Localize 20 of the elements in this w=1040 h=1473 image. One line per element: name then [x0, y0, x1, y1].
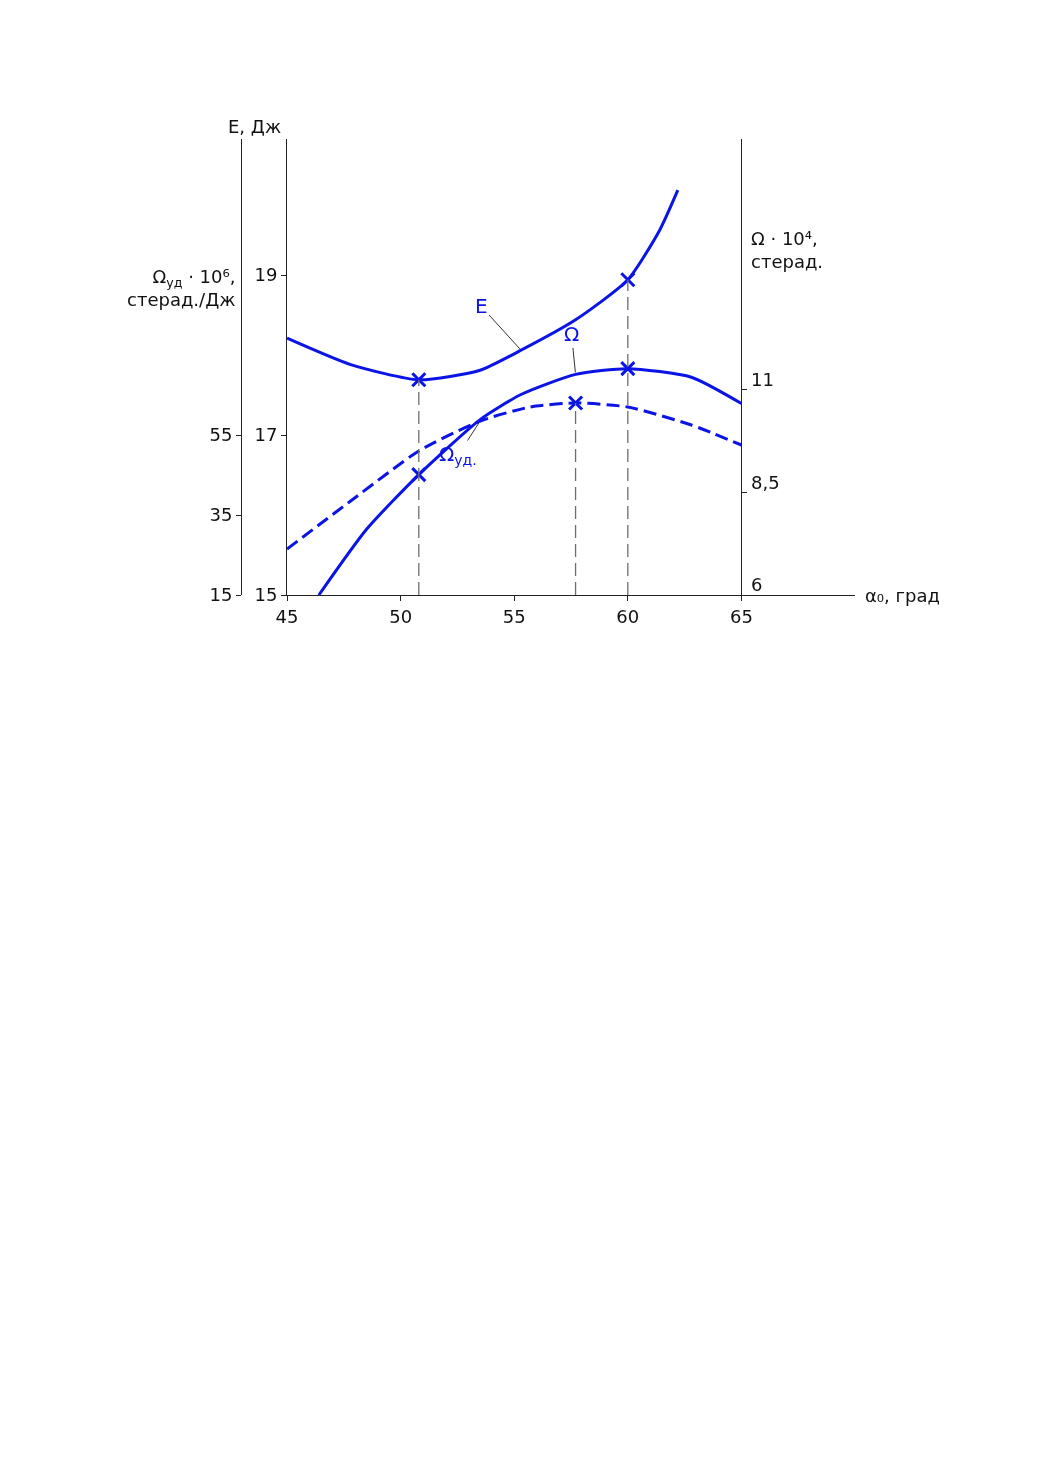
y-tick-label: 17 — [254, 424, 278, 446]
y2-axis-title: Ω$_{уд}$ · 10⁶, стерад./Дж — [127, 266, 236, 311]
y3-tick-label: 6 — [751, 574, 763, 596]
y-tick-label: 19 — [254, 264, 278, 286]
y3-tick-label: 11 — [751, 368, 774, 390]
y2-tick-label: 55 — [209, 424, 233, 446]
y2-tick-label: 15 — [209, 584, 233, 606]
text: E — [475, 294, 488, 318]
series-label: Ω — [564, 322, 580, 346]
y3-tick-label: 8,5 — [751, 471, 780, 493]
x-tick-label: 65 — [729, 605, 753, 627]
x-tick-label: 50 — [389, 605, 413, 627]
y-tick-label: 15 — [254, 584, 278, 606]
x-tick-label: 55 — [502, 605, 526, 627]
y2-tick-label: 35 — [209, 504, 233, 526]
y-axis-title: E, Дж — [228, 116, 282, 137]
x-tick-label: 60 — [616, 605, 640, 627]
x-axis-title: α₀, град — [865, 585, 940, 606]
y3-axis-title: Ω · 10⁴, стерад. — [751, 228, 824, 273]
x-tick-label: 45 — [275, 605, 299, 627]
